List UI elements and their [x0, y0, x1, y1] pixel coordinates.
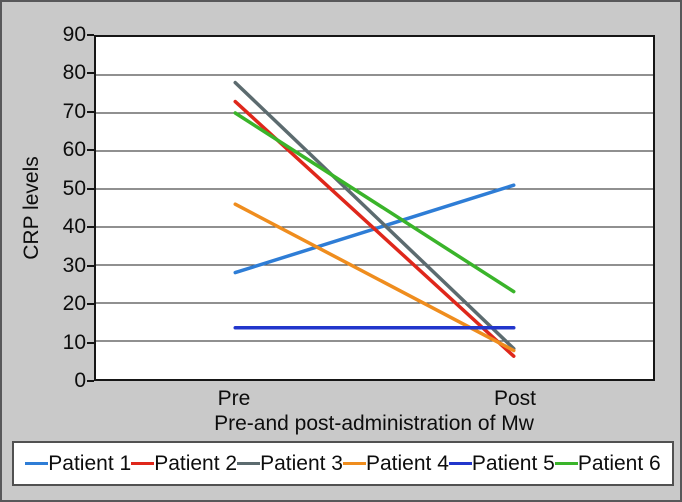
legend: Patient 1 Patient 2 Patient 3 Patient 4 Pati…: [12, 441, 674, 486]
y-tick-label: 10: [62, 330, 86, 354]
legend-item: Patient 5: [448, 451, 555, 476]
legend-swatch: [343, 461, 366, 466]
y-axis-title: CRP levels: [20, 156, 43, 260]
y-tick-mark: [87, 187, 94, 190]
y-tick-label: 90: [62, 23, 86, 46]
x-axis-title: Pre-and post-administration of Mw: [214, 412, 534, 435]
y-tick-mark: [87, 110, 94, 113]
legend-label: Patient 5: [471, 451, 555, 475]
y-tick-label: 80: [62, 61, 86, 85]
y-tick-label: 40: [62, 215, 86, 239]
legend-swatch: [237, 461, 261, 466]
legend-item: Patient 3: [237, 452, 343, 476]
legend-swatch: [25, 461, 49, 466]
legend-label: Patient 4: [366, 451, 449, 475]
y-tick-label: 70: [62, 99, 86, 123]
plot-lines: [96, 74, 653, 358]
legend-label: Patient 1: [48, 451, 132, 475]
y-tick-mark: [87, 72, 94, 75]
y-tick-label: 60: [62, 138, 86, 162]
y-tick-mark: [87, 303, 94, 306]
legend-swatch: [554, 461, 578, 466]
legend-item: Patient 4: [343, 452, 449, 476]
y-tick-mark: [87, 264, 94, 267]
legend-swatch: [448, 461, 472, 466]
y-tick-mark: [87, 226, 94, 229]
y-tick-mark: [87, 149, 94, 152]
plot-area: [94, 35, 655, 381]
y-tick-label: 0: [74, 369, 86, 392]
x-tick-label-pre: Pre: [217, 387, 251, 410]
legend-label: Patient 3: [260, 451, 343, 475]
legend-label: Patient 6: [577, 451, 661, 475]
series-line-patient-6: [233, 111, 516, 294]
legend-item: Patient 1: [25, 452, 131, 476]
legend-swatch: [131, 461, 155, 466]
series-line-patient-3: [233, 80, 516, 351]
legend-item: Patient 2: [131, 452, 237, 476]
y-tick-mark: [87, 341, 94, 344]
y-tick-mark: [87, 34, 94, 36]
y-tick-label: 30: [62, 253, 86, 277]
legend-item: Patient 6: [554, 451, 661, 476]
legend-label: Patient 2: [154, 451, 238, 475]
y-tick-label: 20: [62, 292, 86, 316]
y-tick-label: 50: [62, 176, 86, 200]
x-tick-label-post: Post: [493, 387, 537, 410]
y-tick-mark: [87, 380, 94, 382]
